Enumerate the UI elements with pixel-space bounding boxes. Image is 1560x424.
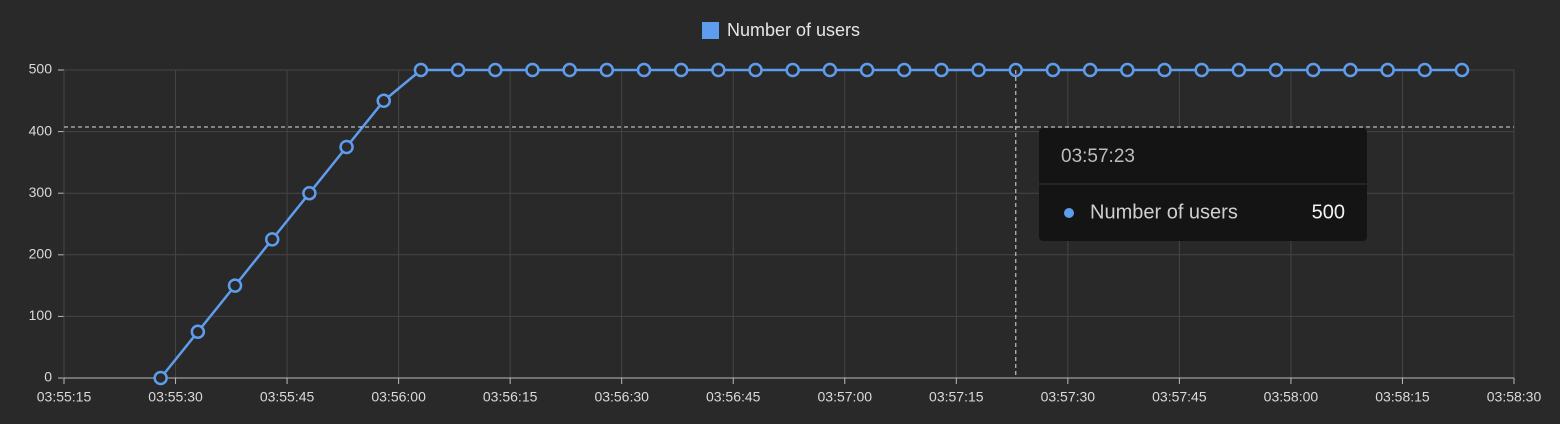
y-tick-label: 500 <box>29 61 53 77</box>
tooltip-dot <box>1064 208 1074 218</box>
point[interactable] <box>897 62 912 78</box>
point[interactable] <box>599 62 615 78</box>
point[interactable] <box>264 232 280 247</box>
point[interactable] <box>190 324 206 340</box>
point[interactable] <box>562 62 577 78</box>
point[interactable] <box>302 185 317 201</box>
x-tick-label: 03:56:45 <box>706 389 761 405</box>
point[interactable] <box>1417 62 1433 78</box>
point[interactable] <box>339 139 354 155</box>
point[interactable] <box>525 62 540 78</box>
x-tick-label: 03:58:30 <box>1487 389 1542 405</box>
point[interactable] <box>1305 62 1321 78</box>
point[interactable] <box>1082 62 1098 78</box>
point[interactable] <box>673 62 689 78</box>
point[interactable] <box>227 278 243 293</box>
plot: Number of users <box>153 20 1470 386</box>
x-tick-label: 03:56:30 <box>594 389 649 405</box>
point[interactable] <box>1194 62 1209 78</box>
point[interactable] <box>785 62 800 78</box>
y-tick-label: 0 <box>44 369 52 385</box>
point[interactable] <box>153 370 168 386</box>
point[interactable] <box>1231 62 1247 78</box>
tooltip: 03:57:23 Number of users 500 <box>64 70 1514 378</box>
x-tick-label: 03:57:00 <box>818 389 873 405</box>
y-tick-label: 200 <box>29 246 53 262</box>
point[interactable] <box>636 62 652 78</box>
point[interactable] <box>376 93 391 109</box>
point[interactable] <box>1045 62 1061 78</box>
x-tick-label: 03:57:15 <box>929 389 984 405</box>
y-tick-label: 100 <box>29 307 53 323</box>
x-tick-label: 03:55:15 <box>37 389 92 405</box>
tooltip-series: Number of users <box>1090 201 1238 223</box>
x-tick-label: 03:57:30 <box>1041 389 1096 405</box>
point[interactable] <box>450 62 466 78</box>
point[interactable] <box>488 62 503 78</box>
y-tick-label: 300 <box>29 184 53 200</box>
legend-label[interactable]: Number of users <box>727 20 860 40</box>
point[interactable] <box>822 62 838 78</box>
point[interactable] <box>1343 62 1358 78</box>
x-tick-label: 03:55:45 <box>260 389 315 405</box>
y-tick-label: 400 <box>29 122 53 138</box>
point[interactable] <box>711 62 726 78</box>
point[interactable] <box>934 62 949 78</box>
x-tick-label: 03:57:45 <box>1152 389 1207 405</box>
point[interactable] <box>748 62 763 78</box>
point[interactable] <box>413 62 429 78</box>
point[interactable] <box>859 62 875 78</box>
x-tick-label: 03:58:00 <box>1264 389 1319 405</box>
x-tick-label: 03:58:15 <box>1375 389 1430 405</box>
tooltip-value: 500 <box>1312 201 1345 223</box>
point[interactable] <box>1120 62 1135 78</box>
tooltip-title: 03:57:23 <box>1061 146 1135 167</box>
point[interactable] <box>1380 62 1395 78</box>
legend-swatch[interactable] <box>702 22 719 39</box>
point[interactable] <box>1268 62 1284 78</box>
point[interactable] <box>1454 62 1470 78</box>
x-tick-label: 03:55:30 <box>148 389 203 405</box>
point[interactable] <box>1157 62 1172 78</box>
x-tick-label: 03:56:00 <box>371 389 426 405</box>
point[interactable] <box>971 62 986 78</box>
x-tick-label: 03:56:15 <box>483 389 538 405</box>
